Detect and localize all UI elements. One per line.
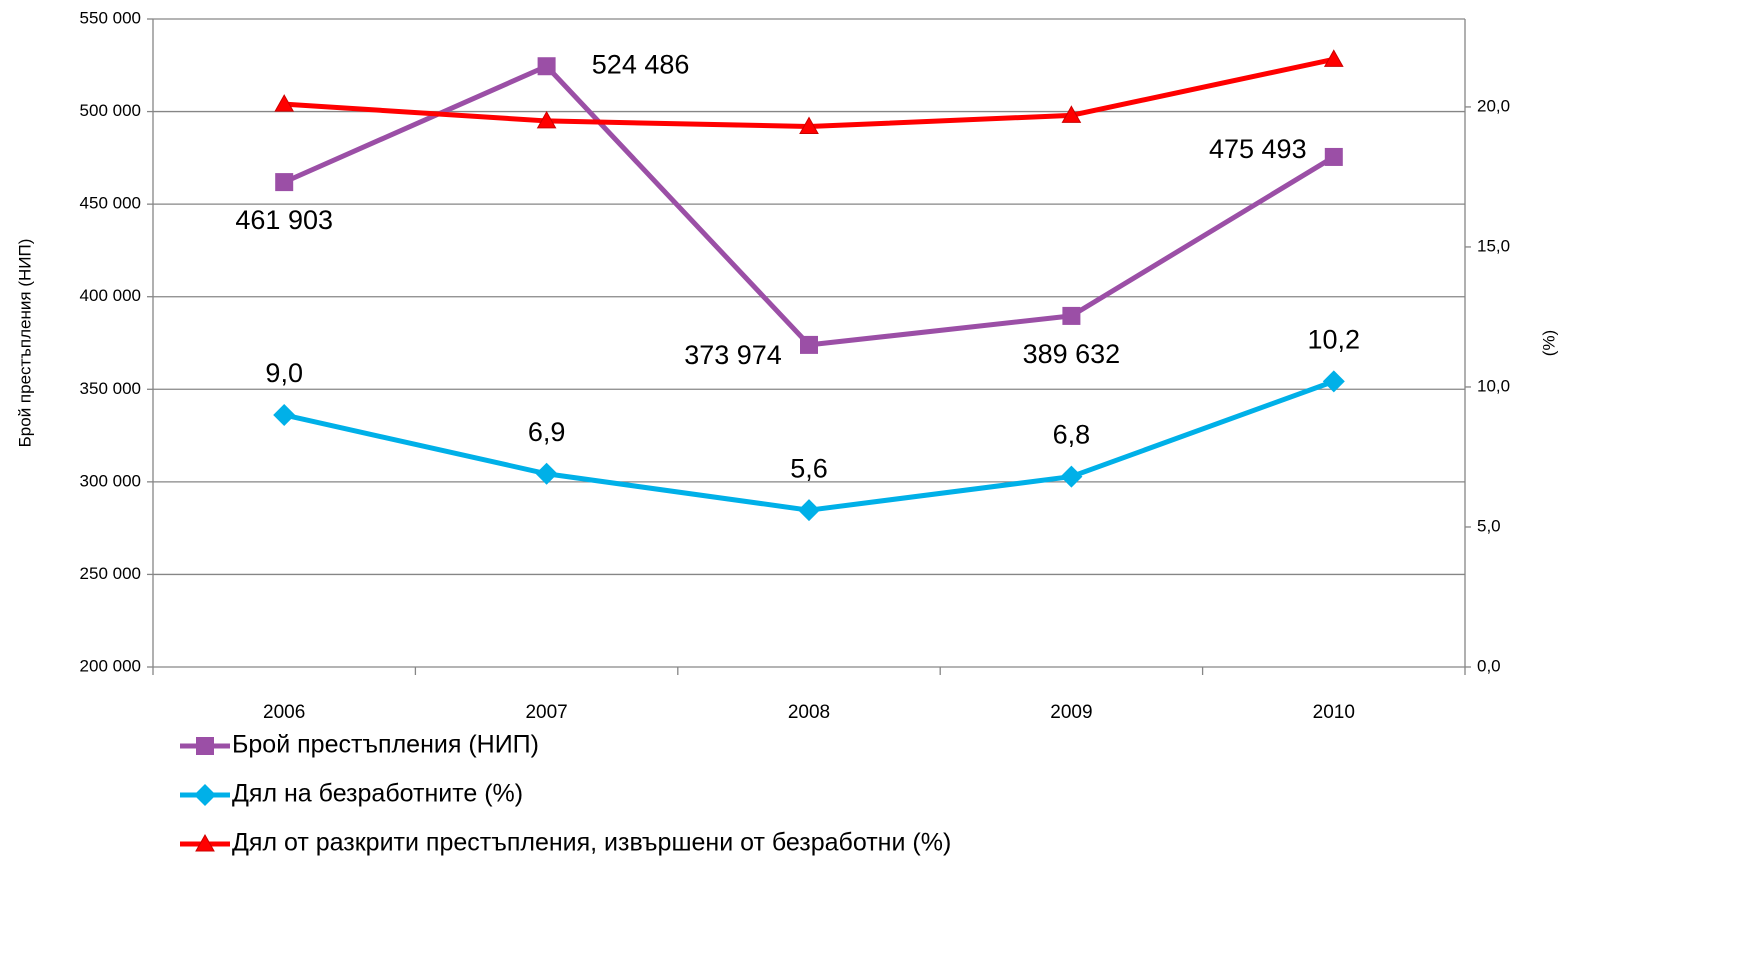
data-label: 524 486 — [592, 49, 690, 79]
marker — [798, 499, 820, 522]
marker — [195, 833, 215, 852]
legend-label: Дял от разкрити престъпления, извършени … — [232, 829, 951, 857]
marker — [1062, 306, 1081, 325]
y-tick-label: 550 000 — [80, 8, 141, 27]
y-tick-label: 250 000 — [80, 564, 141, 583]
marker — [1323, 49, 1344, 67]
line — [283, 379, 1335, 513]
x-tick-label: 2007 — [525, 702, 567, 723]
y-tick-label: 200 000 — [80, 656, 141, 675]
marker — [194, 784, 216, 806]
data-label: 6,8 — [1053, 420, 1091, 450]
y-tick-label: 350 000 — [80, 379, 141, 398]
data-label: 373 974 — [684, 340, 782, 370]
y-tick-label: 450 000 — [80, 194, 141, 213]
x-tick-label: 2008 — [788, 702, 830, 723]
marker — [1322, 370, 1345, 393]
legend-label: Дял на безработните (%) — [232, 780, 523, 808]
x-tick-label: 2010 — [1313, 702, 1355, 723]
marker — [273, 403, 296, 426]
data-label: 5,6 — [790, 453, 828, 483]
data-label: 6,9 — [528, 417, 566, 447]
y2-tick-label: 5,0 — [1477, 516, 1501, 535]
marker — [196, 737, 214, 755]
line — [283, 63, 1336, 348]
y-tick-label: 300 000 — [80, 471, 141, 490]
marker — [1061, 105, 1082, 123]
legend-label: Брой престъпления (НИП) — [232, 731, 539, 759]
data-label: 9,0 — [265, 358, 303, 388]
y2-tick-label: 10,0 — [1477, 376, 1510, 395]
y2-axis-label: (%) — [1539, 330, 1558, 356]
marker — [1324, 147, 1343, 166]
line — [284, 56, 1335, 130]
marker — [1060, 465, 1083, 488]
y-tick-label: 500 000 — [80, 101, 141, 120]
marker — [535, 462, 558, 485]
marker — [800, 335, 818, 354]
marker — [275, 173, 294, 192]
y2-tick-label: 15,0 — [1477, 236, 1510, 255]
marker — [537, 57, 556, 76]
data-label: 461 903 — [235, 205, 333, 235]
marker — [274, 94, 295, 112]
y-tick-label: 400 000 — [80, 286, 141, 305]
x-tick-label: 2006 — [263, 702, 305, 723]
marker — [536, 110, 557, 129]
marker — [799, 116, 819, 135]
data-label: 389 632 — [1023, 339, 1121, 369]
y2-tick-label: 0,0 — [1477, 656, 1501, 675]
y-axis-label: Брой престъпления (НИП) — [15, 239, 34, 448]
data-label: 475 493 — [1209, 134, 1307, 164]
data-label: 10,2 — [1308, 324, 1361, 354]
y2-tick-label: 20,0 — [1477, 96, 1510, 115]
x-tick-label: 2009 — [1050, 702, 1092, 723]
